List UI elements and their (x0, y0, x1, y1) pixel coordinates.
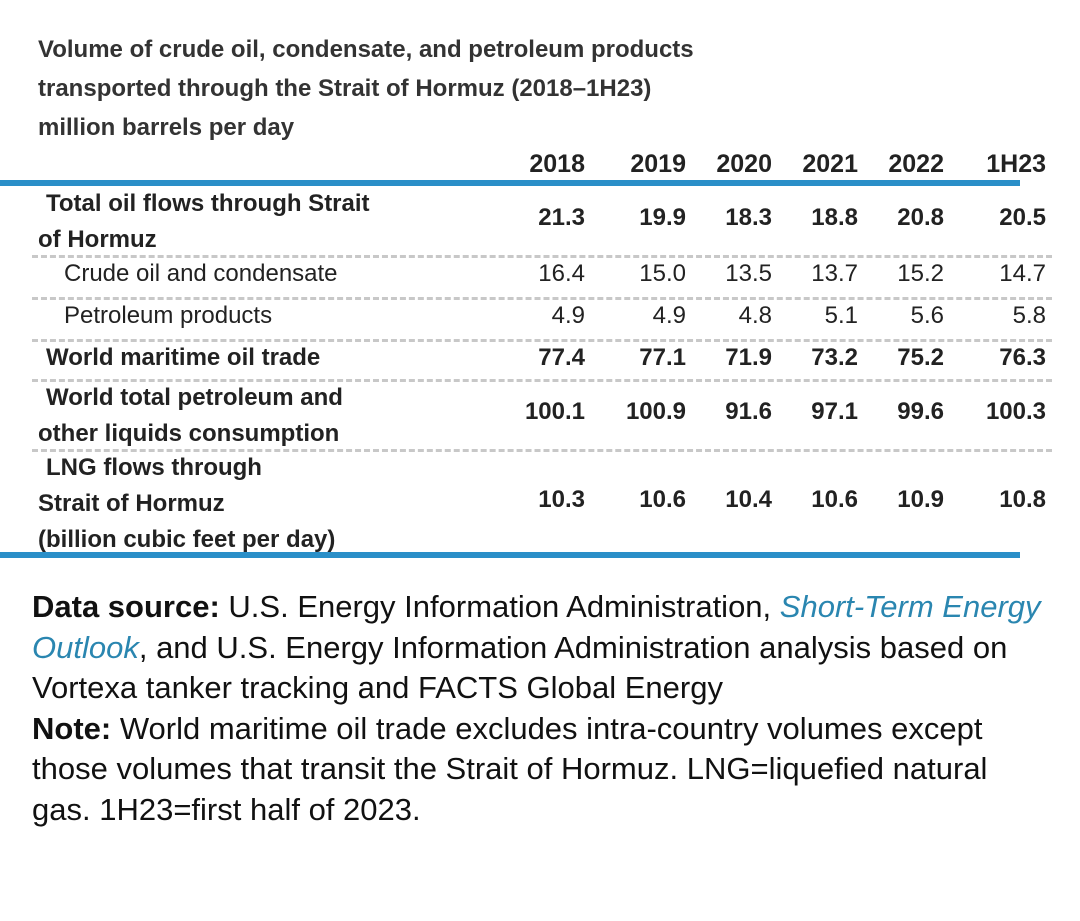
row-divider (32, 449, 1052, 452)
cell-value: 13.7 (811, 260, 858, 287)
cell-value: 99.6 (897, 398, 944, 425)
cell-value: 71.9 (725, 344, 772, 371)
cell-value: 19.9 (639, 204, 686, 231)
cell-value: 10.6 (639, 486, 686, 513)
cell-value: 4.9 (551, 302, 585, 329)
cell-value: 75.2 (897, 344, 944, 371)
row-label: Strait of Hormuz (38, 490, 225, 517)
cell-value: 21.3 (538, 204, 585, 231)
units-line: million barrels per day (38, 114, 295, 141)
cell-value: 4.9 (652, 302, 686, 329)
row-divider (32, 379, 1052, 382)
row-label: LNG flows through (46, 454, 262, 481)
cell-value: 13.5 (725, 260, 772, 287)
data-table: 2018 2019 2020 2021 2022 1H23 Total oil flows… (32, 148, 1052, 553)
cell-value: 10.4 (725, 486, 772, 513)
cell-value: 73.2 (811, 344, 858, 371)
cell-value: 100.9 (625, 398, 686, 425)
cell-value: 10.6 (811, 486, 858, 513)
row-label: other liquids consumption (38, 420, 340, 447)
cell-value: 10.3 (538, 486, 585, 513)
cell-value: 18.8 (811, 204, 858, 231)
row-label: of Hormuz (38, 226, 157, 253)
cell-value: 5.8 (1012, 302, 1046, 329)
cell-value: 100.1 (524, 398, 585, 425)
source-text-post: , and U.S. Energy Information Administra… (32, 629, 1008, 706)
cell-value: 10.8 (999, 486, 1046, 513)
table-row: LNG flows through Strait of Hormuz (billio… (32, 450, 1052, 554)
cell-value: 18.3 (725, 204, 772, 231)
title-line-2: transported through the Strait of Hormuz… (38, 75, 652, 102)
table-row: World total petroleum and other liquids c… (32, 380, 1052, 448)
column-header-2018: 2018 (529, 150, 585, 178)
note-text: World maritime oil trade excludes intra-… (32, 710, 988, 827)
column-header-row: 2018 2019 2020 2021 2022 1H23 (32, 148, 1052, 182)
source-text-pre: U.S. Energy Information Administration, (228, 589, 772, 624)
row-label: (billion cubic feet per day) (38, 526, 336, 553)
cell-value: 77.1 (639, 344, 686, 371)
cell-value: 91.6 (725, 398, 772, 425)
cell-value: 20.5 (999, 204, 1046, 231)
column-header-2020: 2020 (716, 150, 772, 178)
cell-value: 20.8 (897, 204, 944, 231)
row-label: World total petroleum and (46, 384, 343, 411)
cell-value: 16.4 (538, 260, 585, 287)
source-label: Data source: (32, 589, 220, 624)
source-link[interactable]: Short-Term Energy Outlook (32, 589, 1041, 665)
cell-value: 76.3 (999, 344, 1046, 371)
table-top-rule (0, 180, 1020, 186)
cell-value: 15.0 (639, 260, 686, 287)
column-header-2021: 2021 (802, 150, 858, 178)
column-header-2022: 2022 (888, 150, 944, 178)
cell-value: 4.8 (738, 302, 772, 329)
column-header-1h23: 1H23 (986, 150, 1046, 178)
row-divider (32, 255, 1052, 258)
note-label: Note: (32, 710, 112, 746)
notes-block: Data source: U.S. Energy Information Adm… (32, 587, 1052, 830)
row-label: Crude oil and condensate (64, 260, 338, 287)
cell-value: 100.3 (985, 398, 1046, 425)
title-line-1: Volume of crude oil, condensate, and pet… (38, 36, 694, 63)
cell-value: 10.9 (897, 486, 944, 513)
cell-value: 5.6 (910, 302, 944, 329)
cell-value: 14.7 (999, 260, 1046, 287)
table-row: Petroleum products 4.9 4.9 4.8 5.1 5.6 5.8 (32, 298, 1052, 338)
cell-value: 5.1 (824, 302, 858, 329)
table-row: Crude oil and condensate 16.4 15.0 13.5 13.7… (32, 256, 1052, 296)
cell-value: 77.4 (538, 344, 585, 371)
table-row: Total oil flows through Strait of Hormuz 2… (32, 186, 1052, 254)
row-label: Petroleum products (64, 302, 273, 329)
table-row: World maritime oil trade 77.4 77.1 71.9 73.2… (32, 340, 1052, 380)
table-bottom-rule (0, 552, 1020, 558)
row-label: World maritime oil trade (46, 344, 321, 371)
chart-title: Volume of crude oil, condensate, and pet… (38, 30, 1038, 147)
row-divider (32, 297, 1052, 300)
cell-value: 15.2 (897, 260, 944, 287)
column-header-2019: 2019 (630, 150, 686, 178)
row-divider (32, 339, 1052, 342)
row-label: Total oil flows through Strait (46, 190, 370, 217)
cell-value: 97.1 (811, 398, 858, 425)
